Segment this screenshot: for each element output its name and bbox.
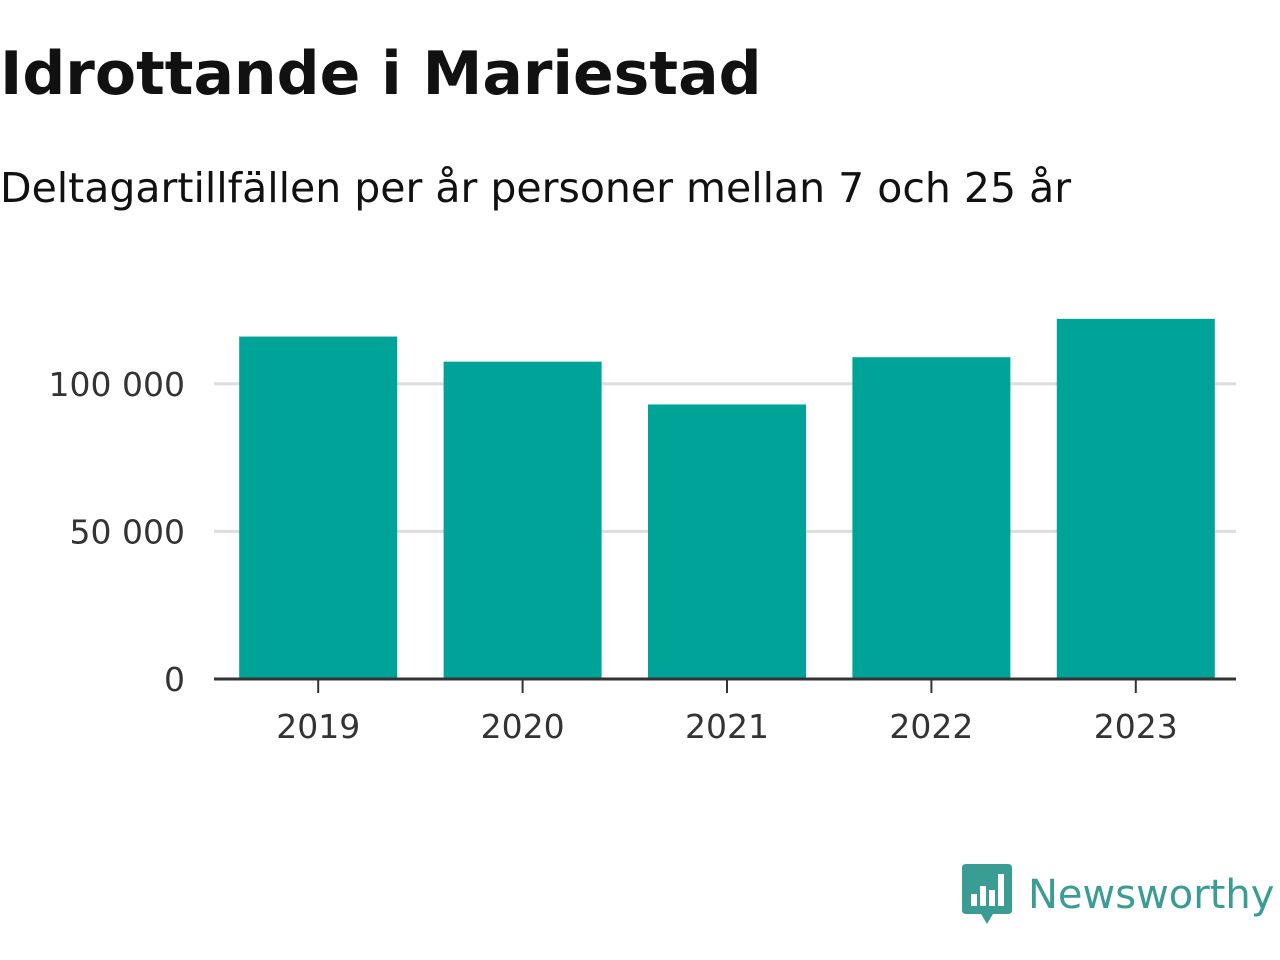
chart-title: Idrottande i Mariestad: [0, 39, 762, 109]
x-tick-label: 2020: [481, 707, 565, 746]
brand-logo: Newsworthy: [962, 862, 1274, 928]
bar-2019: [239, 336, 398, 679]
y-tick-label: 100 000: [49, 365, 185, 404]
x-tick-label: 2022: [889, 707, 973, 746]
x-tick-label: 2021: [685, 707, 769, 746]
x-tick-label: 2019: [276, 707, 360, 746]
x-tick-label: 2023: [1094, 707, 1178, 746]
bar-2021: [648, 404, 806, 679]
y-tick-label: 0: [164, 660, 185, 699]
bar-2022: [852, 357, 1011, 679]
axes: 0 50 000 100 000 2019 2020 2021 2022 2023: [49, 365, 1236, 746]
bars: [239, 318, 1215, 679]
newsworthy-logo-icon: [962, 864, 1012, 924]
bar-2020: [443, 361, 602, 679]
y-tick-label: 50 000: [70, 512, 185, 551]
chart-subtitle: Deltagartillfällen per år personer mella…: [0, 164, 1072, 212]
bar-2023: [1056, 318, 1215, 679]
brand-name: Newsworthy: [1028, 872, 1275, 918]
